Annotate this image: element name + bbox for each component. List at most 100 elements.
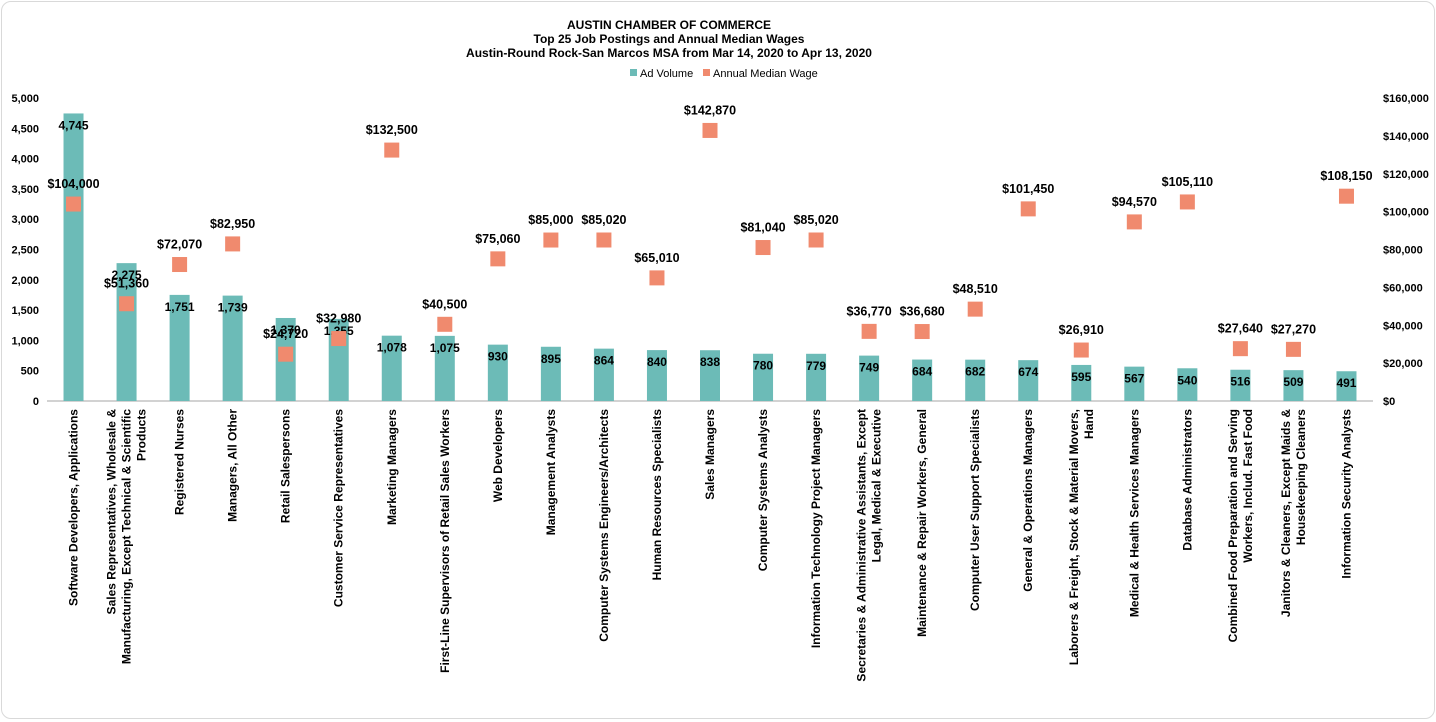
category-label-line: Secretaries & Administrative Assistants,…	[855, 409, 869, 682]
ad-volume-bar	[63, 113, 84, 401]
ad-volume-bar	[646, 350, 667, 401]
ad-volume-data-label: 674	[1018, 365, 1038, 379]
annual-median-wage-marker	[755, 240, 771, 256]
annual-median-wage-data-label: $108,150	[1320, 169, 1372, 183]
ad-volume-data-label: 930	[488, 350, 508, 364]
ad-volume-bar	[1336, 371, 1357, 401]
left-axis-tick-label: 1,500	[11, 305, 39, 317]
annual-median-wage-marker	[1338, 188, 1354, 204]
ad-volume-data-label: 540	[1177, 373, 1197, 387]
ad-volume-data-label: 516	[1230, 375, 1250, 389]
annual-median-wage-data-label: $142,870	[684, 103, 736, 117]
annual-median-wage-data-label: $81,040	[740, 221, 785, 235]
annual-median-wage-marker	[66, 196, 82, 212]
category-label: Customer Service Representatives	[332, 409, 346, 607]
ad-volume-data-label: 491	[1336, 376, 1356, 390]
annual-median-wage-data-label: $85,000	[528, 213, 573, 227]
annual-median-wage-marker	[808, 232, 824, 248]
category-label-line: Laborers & Freight, Stock & Material Mov…	[1067, 409, 1081, 665]
ad-volume-bar	[169, 294, 190, 401]
left-axis-tick-label: 2,500	[11, 245, 39, 257]
ad-volume-data-label: 864	[594, 354, 614, 368]
ad-volume-data-label: 2,275	[112, 268, 142, 282]
annual-median-wage-marker	[967, 301, 983, 317]
ad-volume-data-label: 749	[859, 361, 879, 375]
left-axis-tick-label: 3,000	[11, 214, 39, 226]
category-label: Sales Representatives, Wholesale & Manufa…	[105, 409, 149, 664]
ad-volume-data-label: 840	[647, 355, 667, 369]
ad-volume-data-label: 682	[965, 365, 985, 379]
annual-median-wage-marker	[596, 232, 612, 248]
ad-volume-data-label: 1,075	[430, 341, 460, 355]
annual-median-wage-marker	[702, 122, 718, 138]
category-label-line: Housekeeping Cleaners	[1294, 409, 1308, 545]
category-label: Combined Food Preparation and Serving Wor…	[1226, 409, 1255, 642]
annual-median-wage-marker	[1285, 341, 1301, 357]
right-axis-tick-label: $80,000	[1383, 245, 1423, 257]
ad-volume-data-label: 780	[753, 359, 773, 373]
annual-median-wage-marker	[384, 142, 400, 158]
ad-volume-data-label: 567	[1124, 372, 1144, 386]
right-axis-tick-label: $160,000	[1383, 93, 1429, 105]
category-label: Secretaries & Administrative Assistants,…	[855, 409, 884, 682]
ad-volume-data-label: 1,370	[271, 323, 301, 337]
ad-volume-data-label: 595	[1071, 370, 1091, 384]
category-label: Computer User Support Specialists	[968, 409, 982, 611]
left-axis-tick-label: 4,000	[11, 154, 39, 166]
annual-median-wage-marker	[861, 323, 877, 339]
right-axis-tick-label: $60,000	[1383, 282, 1423, 294]
ad-volume-bar	[1124, 366, 1145, 401]
legend-swatch-ad-volume	[630, 69, 637, 76]
category-label: Information Security Analysts	[1339, 409, 1353, 579]
ad-volume-bar	[700, 350, 720, 401]
ad-volume-bar	[222, 295, 243, 401]
category-label: Information Technology Project Managers	[809, 409, 823, 648]
ad-volume-data-label: 509	[1283, 375, 1303, 389]
category-label-line: Sales Representatives, Wholesale &	[105, 409, 119, 615]
legend-swatch-annual-median-wage	[703, 69, 710, 76]
ad-volume-bar	[487, 344, 508, 401]
annual-median-wage-data-label: $27,270	[1271, 322, 1316, 336]
annual-median-wage-data-label: $36,680	[900, 305, 945, 319]
left-axis-tick-label: 0	[33, 396, 39, 408]
category-label-line: Software Developers, Applications	[67, 409, 81, 606]
category-label: Retail Salespersons	[279, 409, 293, 523]
ad-volume-bar	[753, 353, 774, 401]
annual-median-wage-data-label: $85,020	[581, 213, 626, 227]
chart-subtitle-1: Top 25 Job Postings and Annual Median Wa…	[534, 32, 805, 46]
ad-volume-data-label: 779	[806, 359, 826, 373]
category-label-line: Computer User Support Specialists	[968, 409, 982, 611]
category-label-line: Information Technology Project Managers	[809, 409, 823, 648]
ad-volume-bar	[1071, 364, 1092, 401]
annual-median-wage-data-label: $27,640	[1218, 322, 1263, 336]
ad-volume-bar	[859, 355, 880, 401]
annual-median-wage-data-label: $72,070	[157, 238, 202, 252]
annual-median-wage-marker	[543, 232, 559, 248]
right-axis-tick-label: $140,000	[1383, 131, 1429, 143]
annual-median-wage-data-label: $65,010	[634, 251, 679, 265]
annual-median-wage-marker	[331, 331, 347, 347]
category-label: Web Developers	[491, 409, 505, 502]
annual-median-wage-marker	[225, 236, 241, 252]
category-label-line: Retail Salespersons	[279, 409, 293, 523]
category-label-line: Products	[135, 409, 149, 461]
left-axis-tick-label: 1,000	[11, 335, 39, 347]
annual-median-wage-data-label: $85,020	[793, 213, 838, 227]
annual-median-wage-data-label: $104,000	[47, 177, 99, 191]
category-label: Marketing Managers	[385, 409, 399, 525]
category-label-line: Maintenance & Repair Workers, General	[915, 409, 929, 637]
ad-volume-bar	[381, 335, 402, 401]
annual-median-wage-marker	[1126, 214, 1142, 230]
annual-median-wage-marker	[1020, 201, 1036, 217]
annual-median-wage-data-label: $32,980	[316, 312, 361, 326]
left-axis-tick-label: 500	[21, 366, 39, 378]
annual-median-wage-marker	[1073, 342, 1089, 358]
annual-median-wage-data-label: $101,450	[1002, 182, 1054, 196]
category-label-line: Managers, All Other	[226, 409, 240, 522]
category-label-line: Sales Managers	[703, 409, 717, 500]
right-axis-tick-label: $100,000	[1383, 207, 1429, 219]
category-label: Software Developers, Applications	[67, 409, 81, 606]
ad-volume-bar	[965, 359, 986, 401]
category-label-line: Computer Systems Engineers/Architects	[597, 409, 611, 642]
